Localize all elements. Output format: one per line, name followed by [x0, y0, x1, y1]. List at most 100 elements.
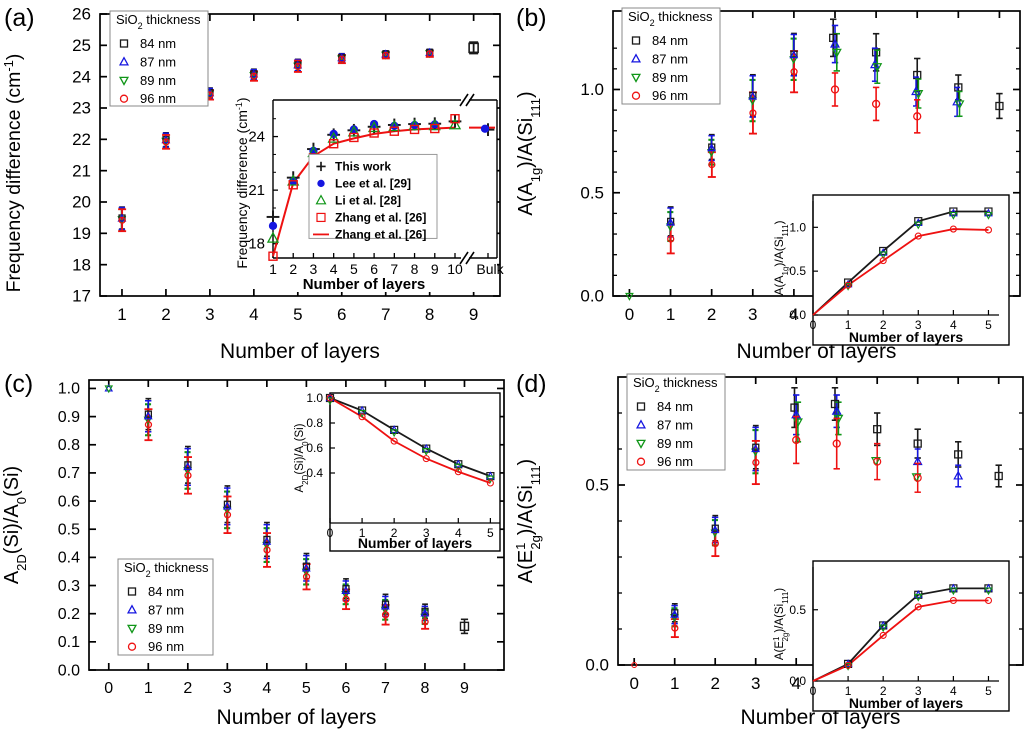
svg-text:1.0: 1.0 — [580, 80, 604, 99]
svg-text:A(E12g)/A(Si111): A(E12g)/A(Si111) — [772, 588, 790, 660]
svg-text:(a): (a) — [4, 4, 35, 32]
svg-text:This work: This work — [335, 159, 391, 173]
svg-text:3: 3 — [205, 305, 214, 324]
svg-text:18: 18 — [248, 236, 265, 253]
svg-text:7: 7 — [381, 680, 390, 697]
svg-text:0: 0 — [104, 680, 113, 697]
svg-text:0.0: 0.0 — [585, 656, 609, 675]
svg-text:3: 3 — [748, 305, 757, 324]
svg-text:84 nm: 84 nm — [657, 399, 693, 414]
svg-text:1: 1 — [117, 305, 126, 324]
svg-text:87 nm: 87 nm — [652, 51, 688, 66]
svg-text:Number of layers: Number of layers — [303, 276, 426, 293]
svg-text:Number of layers: Number of layers — [849, 695, 964, 711]
svg-text:0.3: 0.3 — [58, 578, 80, 595]
svg-text:0.5: 0.5 — [789, 264, 806, 278]
svg-text:Zhang et al. [26]: Zhang et al. [26] — [335, 210, 426, 224]
svg-text:89 nm: 89 nm — [657, 436, 693, 451]
svg-text:2: 2 — [161, 305, 170, 324]
svg-text:Lee et al. [29]: Lee et al. [29] — [335, 176, 411, 190]
svg-text:Li et al. [28]: Li et al. [28] — [335, 193, 401, 207]
svg-text:A2D(Si)/A0(Si): A2D(Si)/A0(Si) — [1, 466, 29, 584]
svg-text:Bulk: Bulk — [476, 261, 504, 277]
svg-text:8: 8 — [420, 680, 429, 697]
svg-text:4: 4 — [262, 680, 271, 697]
svg-text:0: 0 — [327, 526, 334, 540]
svg-text:0: 0 — [629, 674, 638, 693]
svg-text:84 nm: 84 nm — [652, 33, 688, 48]
svg-text:0.9: 0.9 — [58, 409, 80, 426]
svg-text:0.5: 0.5 — [585, 476, 609, 495]
svg-text:1: 1 — [269, 261, 277, 277]
svg-text:1: 1 — [144, 680, 153, 697]
svg-text:87 nm: 87 nm — [140, 54, 176, 69]
svg-text:8: 8 — [411, 261, 419, 277]
svg-text:0.5: 0.5 — [58, 522, 80, 539]
svg-text:96 nm: 96 nm — [657, 454, 693, 469]
svg-text:0.2: 0.2 — [58, 606, 80, 623]
svg-text:(c): (c) — [4, 370, 33, 398]
svg-text:Number of layers: Number of layers — [220, 340, 380, 363]
svg-text:0.7: 0.7 — [58, 465, 80, 482]
svg-text:84 nm: 84 nm — [148, 584, 184, 599]
svg-text:0.4: 0.4 — [58, 550, 80, 567]
svg-text:3: 3 — [223, 680, 232, 697]
svg-text:25: 25 — [72, 36, 91, 55]
svg-text:5: 5 — [985, 318, 992, 332]
svg-text:21: 21 — [248, 182, 265, 199]
svg-text:1.0: 1.0 — [789, 220, 806, 234]
svg-text:96 nm: 96 nm — [140, 91, 176, 106]
svg-text:2: 2 — [710, 674, 719, 693]
svg-text:9: 9 — [431, 261, 439, 277]
svg-text:5: 5 — [985, 684, 992, 698]
svg-text:89 nm: 89 nm — [148, 621, 184, 636]
svg-text:5: 5 — [350, 261, 358, 277]
svg-text:3: 3 — [751, 674, 760, 693]
svg-text:0.5: 0.5 — [789, 603, 806, 617]
svg-text:0.0: 0.0 — [789, 674, 806, 688]
svg-text:0.8: 0.8 — [58, 437, 80, 454]
svg-text:A2D(Si)/A0(Si): A2D(Si)/A0(Si) — [294, 423, 310, 492]
svg-text:6: 6 — [370, 261, 378, 277]
svg-text:0.0: 0.0 — [580, 287, 604, 306]
svg-text:84 nm: 84 nm — [140, 36, 176, 51]
svg-text:7: 7 — [381, 305, 390, 324]
svg-text:0.5: 0.5 — [580, 183, 604, 202]
svg-text:22: 22 — [72, 130, 91, 149]
svg-text:24: 24 — [248, 129, 265, 146]
svg-text:(b): (b) — [516, 4, 547, 32]
svg-text:4: 4 — [330, 261, 338, 277]
svg-text:19: 19 — [72, 224, 91, 243]
svg-text:3: 3 — [310, 261, 318, 277]
svg-text:6: 6 — [341, 680, 350, 697]
svg-text:0.6: 0.6 — [58, 493, 80, 510]
svg-text:2: 2 — [183, 680, 192, 697]
svg-text:6: 6 — [337, 305, 346, 324]
svg-text:5: 5 — [293, 305, 302, 324]
svg-text:Frequency difference (cm-1): Frequency difference (cm-1) — [1, 54, 26, 293]
svg-text:1: 1 — [670, 674, 679, 693]
svg-text:A(A1g)/A(Si111): A(A1g)/A(Si111) — [515, 91, 543, 215]
svg-text:89 nm: 89 nm — [652, 70, 688, 85]
svg-text:0.0: 0.0 — [58, 662, 80, 679]
svg-text:Number of layers: Number of layers — [217, 706, 377, 729]
svg-text:1: 1 — [666, 305, 675, 324]
svg-text:A(E12g)/A(Si111): A(E12g)/A(Si111) — [513, 459, 543, 583]
svg-text:0: 0 — [810, 684, 817, 698]
svg-text:5: 5 — [487, 526, 494, 540]
svg-text:0.1: 0.1 — [58, 634, 80, 651]
svg-text:23: 23 — [72, 99, 91, 118]
svg-text:Number of layers: Number of layers — [358, 535, 473, 551]
svg-text:2: 2 — [289, 261, 297, 277]
svg-text:20: 20 — [72, 193, 91, 212]
svg-text:17: 17 — [72, 287, 91, 306]
svg-text:Zhang et al. [26]: Zhang et al. [26] — [335, 227, 426, 241]
svg-text:9: 9 — [469, 305, 478, 324]
svg-text:87 nm: 87 nm — [657, 417, 693, 432]
svg-text:2: 2 — [707, 305, 716, 324]
svg-text:87 nm: 87 nm — [148, 602, 184, 617]
svg-text:7: 7 — [390, 261, 398, 277]
svg-text:1.0: 1.0 — [58, 381, 80, 398]
svg-text:8: 8 — [425, 305, 434, 324]
svg-text:96 nm: 96 nm — [652, 88, 688, 103]
